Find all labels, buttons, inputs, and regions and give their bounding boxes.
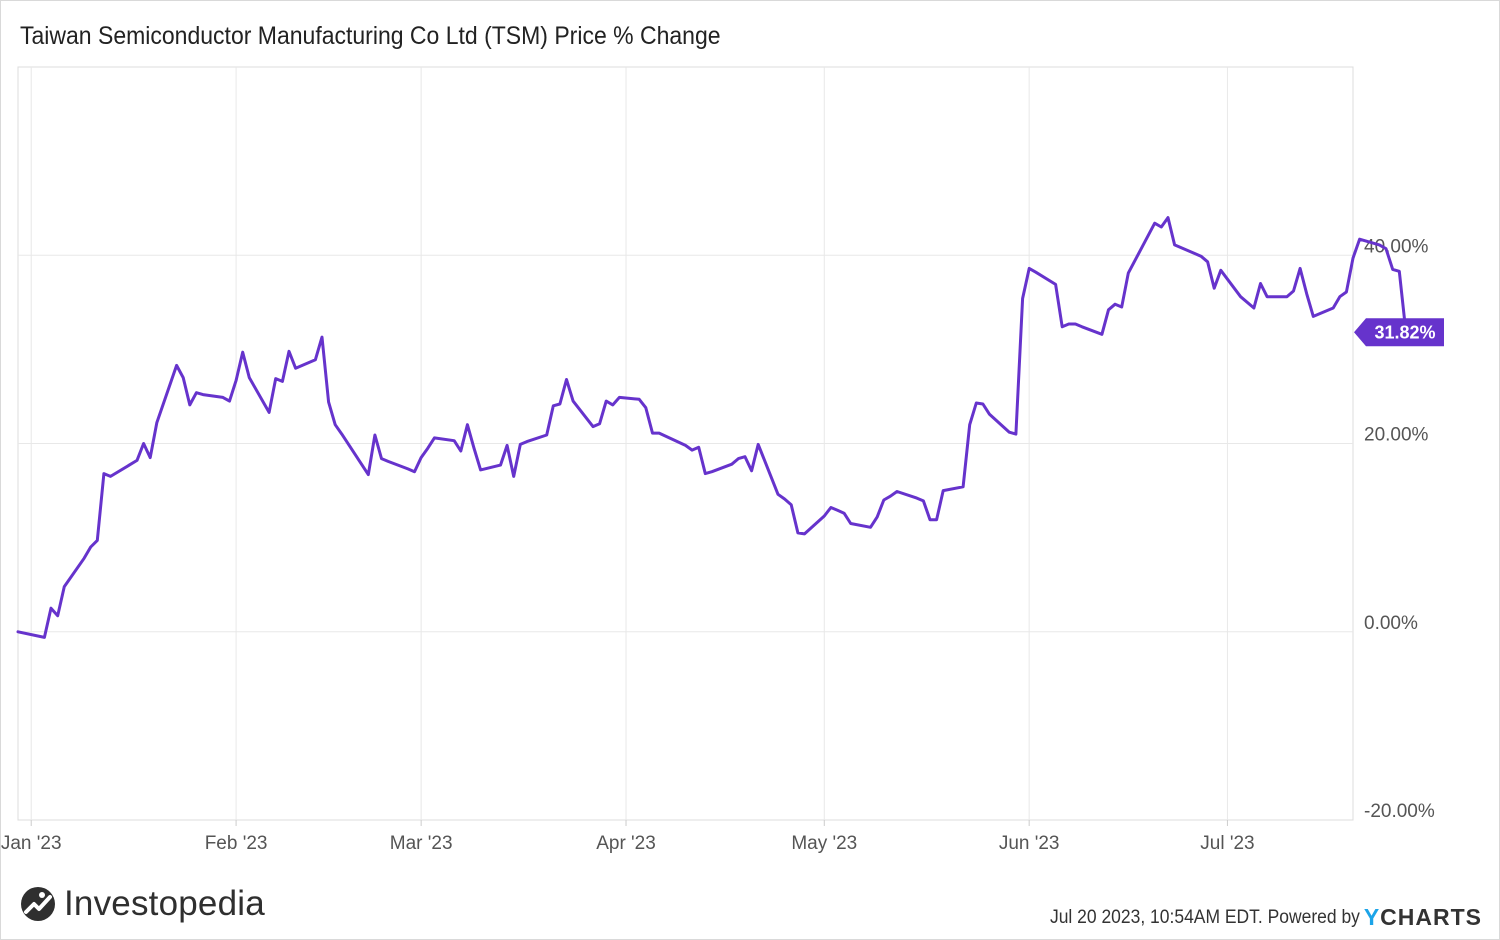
- x-tick-label: Jul '23: [1200, 833, 1254, 854]
- brand-name: Investopedia: [64, 884, 265, 923]
- x-tick-label: Apr '23: [596, 833, 656, 854]
- y-axis-ticks: -20.00% 0.00% 20.00% 40.00%: [1364, 236, 1435, 822]
- investopedia-logo-icon: [21, 887, 55, 921]
- y-tick-label: 20.00%: [1364, 425, 1429, 446]
- ycharts-logo-y: Y: [1363, 904, 1381, 930]
- x-tick-label: Feb '23: [205, 833, 268, 854]
- x-tick-label: Jun '23: [999, 833, 1060, 854]
- footer-timestamp-note: Jul 20 2023, 10:54AM EDT. Powered by: [1049, 906, 1360, 928]
- ycharts-logo-text: CHARTS: [1380, 904, 1482, 930]
- x-tick-label: Mar '23: [390, 833, 453, 854]
- y-tick-label: -20.00%: [1364, 801, 1435, 822]
- chart-title: Taiwan Semiconductor Manufacturing Co Lt…: [20, 22, 721, 50]
- x-tick-label: May '23: [791, 833, 857, 854]
- investopedia-brand: Investopedia: [20, 882, 265, 926]
- end-value-tag: [1354, 318, 1444, 347]
- grid-layer: [18, 67, 1353, 826]
- y-tick-label: 0.00%: [1364, 613, 1418, 634]
- series-line-tsm: [16, 216, 1408, 639]
- x-tick-label: Jan '23: [1, 833, 62, 854]
- end-value-label: 31.82%: [1374, 323, 1435, 343]
- chart-footer: Jul 20 2023, 10:54AM EDT. Powered by Y C…: [1023, 904, 1482, 931]
- x-axis-ticks: Jan '23 Feb '23 Mar '23 Apr '23 May '23 Jun '…: [1, 833, 1255, 854]
- y-tick-label: 40.00%: [1364, 236, 1429, 257]
- ycharts-logo[interactable]: Y CHARTS: [1364, 904, 1482, 931]
- end-value-marker: 31.82%: [1354, 318, 1444, 347]
